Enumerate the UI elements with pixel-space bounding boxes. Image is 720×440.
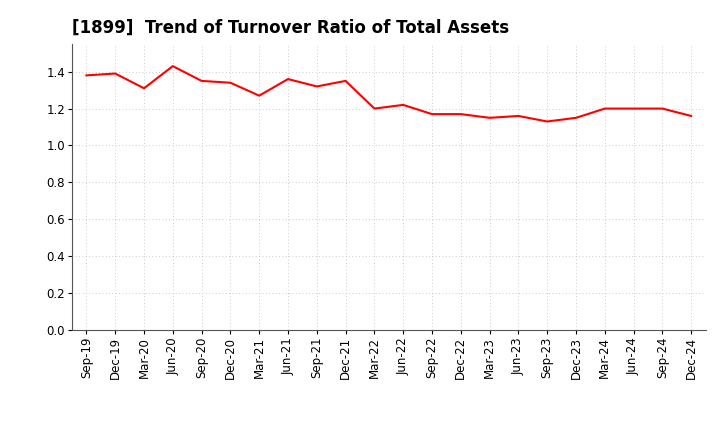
Text: [1899]  Trend of Turnover Ratio of Total Assets: [1899] Trend of Turnover Ratio of Total … bbox=[72, 19, 509, 37]
